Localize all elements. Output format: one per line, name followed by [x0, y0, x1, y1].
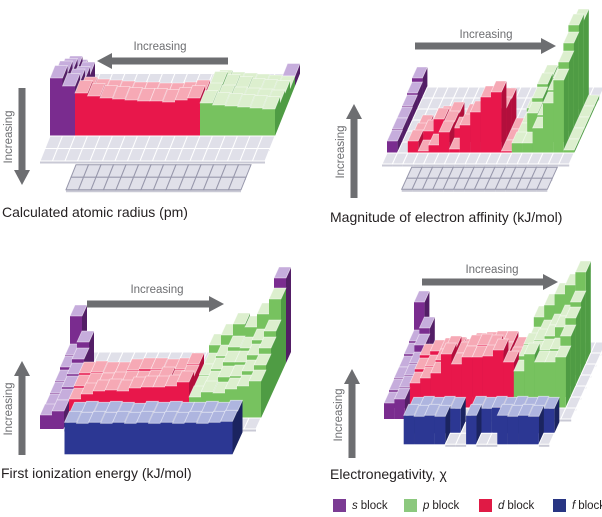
- title-electronegativity: Electronegativity, χ: [330, 466, 447, 482]
- panel-electron-affinity: Increasing Increasing: [300, 0, 602, 200]
- p-block-swatch: [404, 499, 417, 512]
- panel-atomic-radius: Increasing Increasing: [0, 0, 300, 200]
- increasing-arrow-horizontal: Increasing: [87, 284, 224, 312]
- f-block-swatch: [553, 499, 566, 512]
- electron-affinity-chart: Increasing Increasing: [335, 8, 602, 198]
- bar-d-block: [490, 80, 508, 153]
- bar-f-block: [465, 403, 483, 445]
- empty-cell: [538, 432, 556, 447]
- bar-p-block: [563, 138, 580, 153]
- empty-cell: [251, 148, 271, 164]
- increasing-label: Increasing: [133, 41, 186, 53]
- increasing-arrow-horizontal: Increasing: [415, 29, 556, 54]
- bar-p-block: [554, 345, 572, 408]
- bar-f-block: [219, 409, 239, 455]
- periodic-table-3d: [383, 260, 602, 447]
- legend-symbol: s: [352, 499, 358, 512]
- legend-item-d-block: d block: [479, 499, 534, 512]
- increasing-label: Increasing: [333, 388, 345, 441]
- increasing-label: Increasing: [335, 125, 347, 178]
- increasing-label: Increasing: [459, 29, 512, 41]
- increasing-arrow-vertical: Increasing: [333, 369, 360, 458]
- legend-symbol: f: [572, 499, 576, 512]
- bar-s-block: [386, 129, 404, 153]
- increasing-arrow-horizontal: Increasing: [97, 41, 228, 69]
- title-atomic-radius: Calculated atomic radius (pm): [2, 204, 188, 220]
- increasing-arrow-vertical: Increasing: [3, 361, 30, 455]
- legend-symbol: p: [423, 499, 430, 512]
- legend-symbol: d: [498, 499, 505, 512]
- increasing-arrow-vertical: Increasing: [335, 104, 362, 198]
- ionization-energy-chart: Increasing Increasing: [3, 266, 292, 455]
- empty-cell: [560, 407, 577, 422]
- legend-item-f-block: fblock: [553, 499, 602, 512]
- periodic-table-3d: [381, 8, 602, 192]
- legend-word: block: [360, 499, 388, 512]
- increasing-arrow-vertical: Increasing: [3, 88, 30, 185]
- legend-item-p-block: p block: [404, 499, 459, 512]
- f-block-empty-cell: [227, 176, 247, 193]
- bar-f-block: [543, 396, 560, 434]
- legend-item-s-block: s block: [333, 499, 388, 512]
- bar-p-block: [248, 369, 267, 418]
- empty-cell: [243, 417, 262, 432]
- increasing-label: Increasing: [3, 110, 15, 163]
- bar-f-block: [527, 404, 545, 445]
- increasing-label: Increasing: [130, 284, 183, 296]
- increasing-label: Increasing: [3, 382, 15, 435]
- periodic-table-3d: [39, 266, 292, 455]
- s-block-swatch: [333, 499, 346, 512]
- bar-p-block: [552, 68, 570, 153]
- periodic-table-3d: [39, 55, 300, 193]
- legend-word: block: [507, 499, 535, 512]
- title-electron-affinity: Magnitude of electron affinity (kJ/mol): [330, 209, 563, 225]
- electronegativity-chart: Increasing Increasing: [333, 260, 602, 458]
- f-block-empty-cell: [536, 177, 554, 192]
- empty-cell: [558, 152, 575, 167]
- bar-d-block: [407, 129, 424, 153]
- d-block-swatch: [479, 499, 492, 512]
- title-ionization-energy: First ionization energy (kJ/mol): [1, 465, 192, 481]
- bar-p-block: [261, 96, 281, 136]
- panel-ionization-energy: Increasing Increasing: [0, 245, 300, 460]
- atomic-radius-chart: Increasing Increasing: [3, 41, 300, 193]
- bar-f-block: [434, 404, 451, 445]
- bar-d-block: [438, 120, 456, 153]
- increasing-arrow-horizontal: Increasing: [422, 264, 558, 290]
- legend-word: block: [578, 499, 602, 512]
- legend-word: block: [432, 499, 460, 512]
- panel-electronegativity: Increasing Increasing: [300, 245, 602, 460]
- increasing-label: Increasing: [465, 264, 518, 276]
